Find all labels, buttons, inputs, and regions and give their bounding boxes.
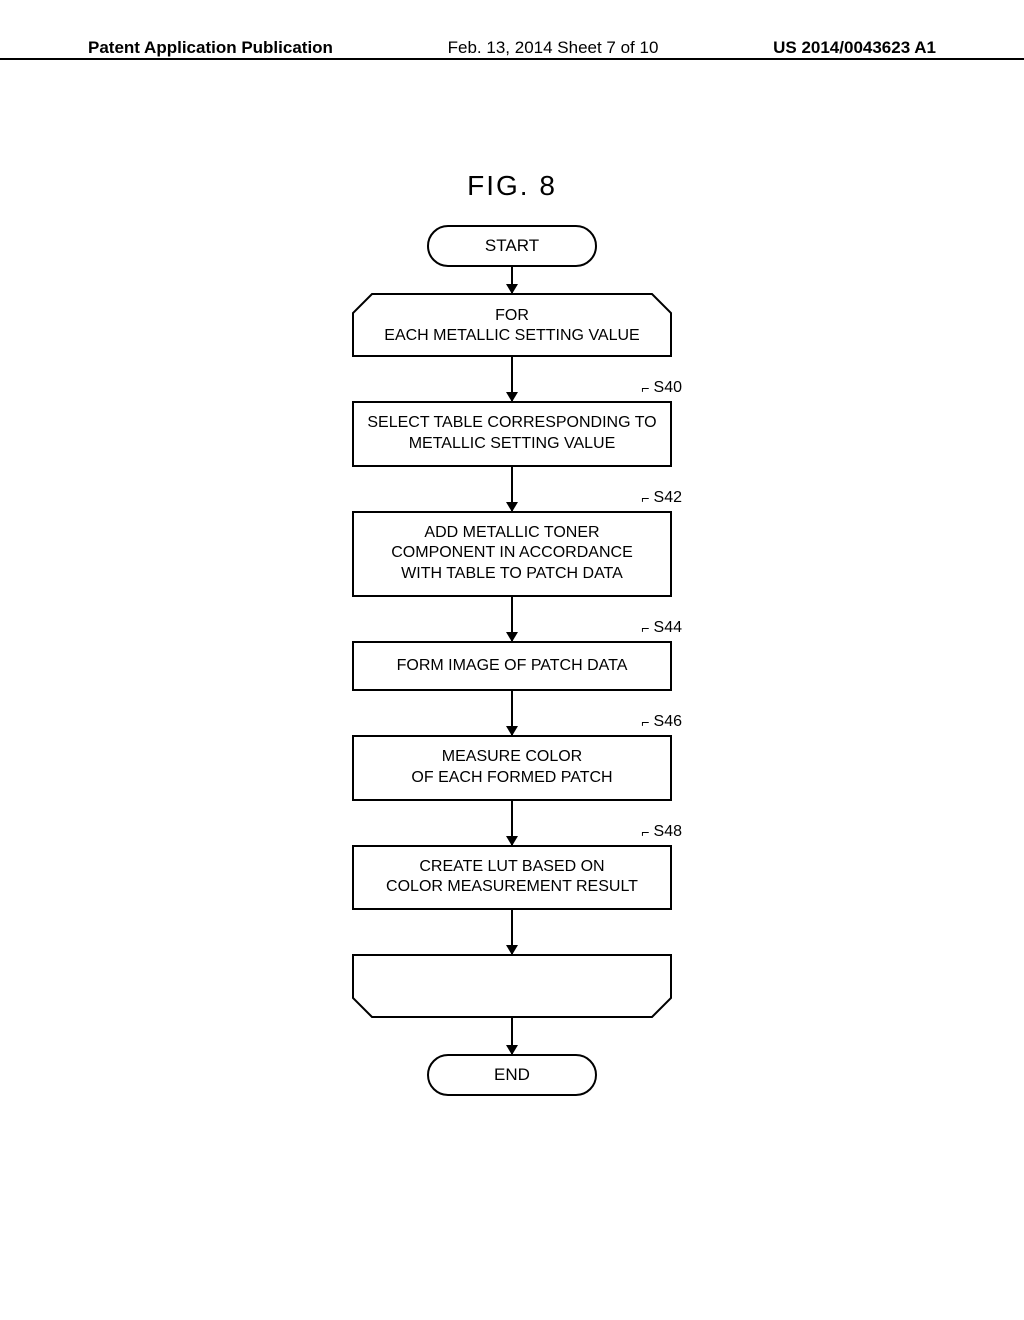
process-box: FORM IMAGE OF PATCH DATA (352, 641, 672, 691)
arrow (511, 467, 513, 511)
step-s40: ⌐S40 SELECT TABLE CORRESPONDING TO METAL… (352, 401, 672, 467)
step-text: CREATE LUT BASED ON (386, 857, 638, 878)
step-text: COMPONENT IN ACCORDANCE (391, 543, 633, 564)
loop-header-line2: EACH METALLIC SETTING VALUE (384, 327, 639, 344)
process-box: SELECT TABLE CORRESPONDING TO METALLIC S… (352, 401, 672, 467)
step-id: S46 (654, 713, 682, 731)
step-text: WITH TABLE TO PATCH DATA (391, 564, 633, 585)
hook-icon: ⌐ (641, 824, 649, 840)
step-label: ⌐ S42 (641, 489, 682, 507)
step-text: SELECT TABLE CORRESPONDING TO (367, 413, 656, 434)
step-id: S40 (654, 379, 682, 397)
header-row: Patent Application Publication Feb. 13, … (0, 38, 1024, 58)
page-header: Patent Application Publication Feb. 13, … (0, 58, 1024, 60)
loop-footer (352, 954, 672, 1018)
step-text: FORM IMAGE OF PATCH DATA (397, 656, 628, 677)
process-box: MEASURE COLOR OF EACH FORMED PATCH (352, 735, 672, 801)
hook-icon: ⌐ (641, 380, 649, 396)
flowchart: START FOR EACH METALLIC SETTING VALUE ⌐S… (0, 225, 1024, 1096)
arrow (511, 267, 513, 293)
arrow (511, 597, 513, 641)
step-label: ⌐ S48 (641, 823, 682, 841)
start-label: START (485, 236, 539, 256)
step-label: ⌐ S46 (641, 713, 682, 731)
step-id: S44 (654, 619, 682, 637)
hook-icon: ⌐ (641, 620, 649, 636)
step-id: S48 (654, 823, 682, 841)
step-text: ADD METALLIC TONER (391, 523, 633, 544)
step-text: COLOR MEASUREMENT RESULT (386, 877, 638, 898)
loop-header-line1: FOR (495, 307, 529, 324)
arrow (511, 801, 513, 845)
step-id: S42 (654, 489, 682, 507)
loop-header: FOR EACH METALLIC SETTING VALUE (352, 293, 672, 357)
step-s46: ⌐S46 MEASURE COLOR OF EACH FORMED PATCH (352, 735, 672, 801)
step-s44: ⌐S44 FORM IMAGE OF PATCH DATA (352, 641, 672, 691)
arrow (511, 357, 513, 401)
hook-icon: ⌐ (641, 714, 649, 730)
process-box: CREATE LUT BASED ON COLOR MEASUREMENT RE… (352, 845, 672, 911)
arrow (511, 910, 513, 954)
step-s48: ⌐S48 CREATE LUT BASED ON COLOR MEASUREME… (352, 845, 672, 911)
hook-icon: ⌐ (641, 490, 649, 506)
step-label: ⌐ S44 (641, 619, 682, 637)
end-terminator: END (427, 1054, 597, 1096)
end-label: END (494, 1065, 530, 1085)
step-label: ⌐ S40 (641, 379, 682, 397)
figure-title: FIG. 8 (0, 170, 1024, 202)
header-mid: Feb. 13, 2014 Sheet 7 of 10 (448, 38, 659, 58)
step-text: OF EACH FORMED PATCH (411, 768, 612, 789)
step-text: METALLIC SETTING VALUE (367, 434, 656, 455)
start-terminator: START (427, 225, 597, 267)
header-right: US 2014/0043623 A1 (773, 38, 936, 58)
step-text: MEASURE COLOR (411, 747, 612, 768)
process-box: ADD METALLIC TONER COMPONENT IN ACCORDAN… (352, 511, 672, 597)
header-left: Patent Application Publication (88, 38, 333, 58)
arrow (511, 1018, 513, 1054)
arrow (511, 691, 513, 735)
step-s42: ⌐S42 ADD METALLIC TONER COMPONENT IN ACC… (352, 511, 672, 597)
